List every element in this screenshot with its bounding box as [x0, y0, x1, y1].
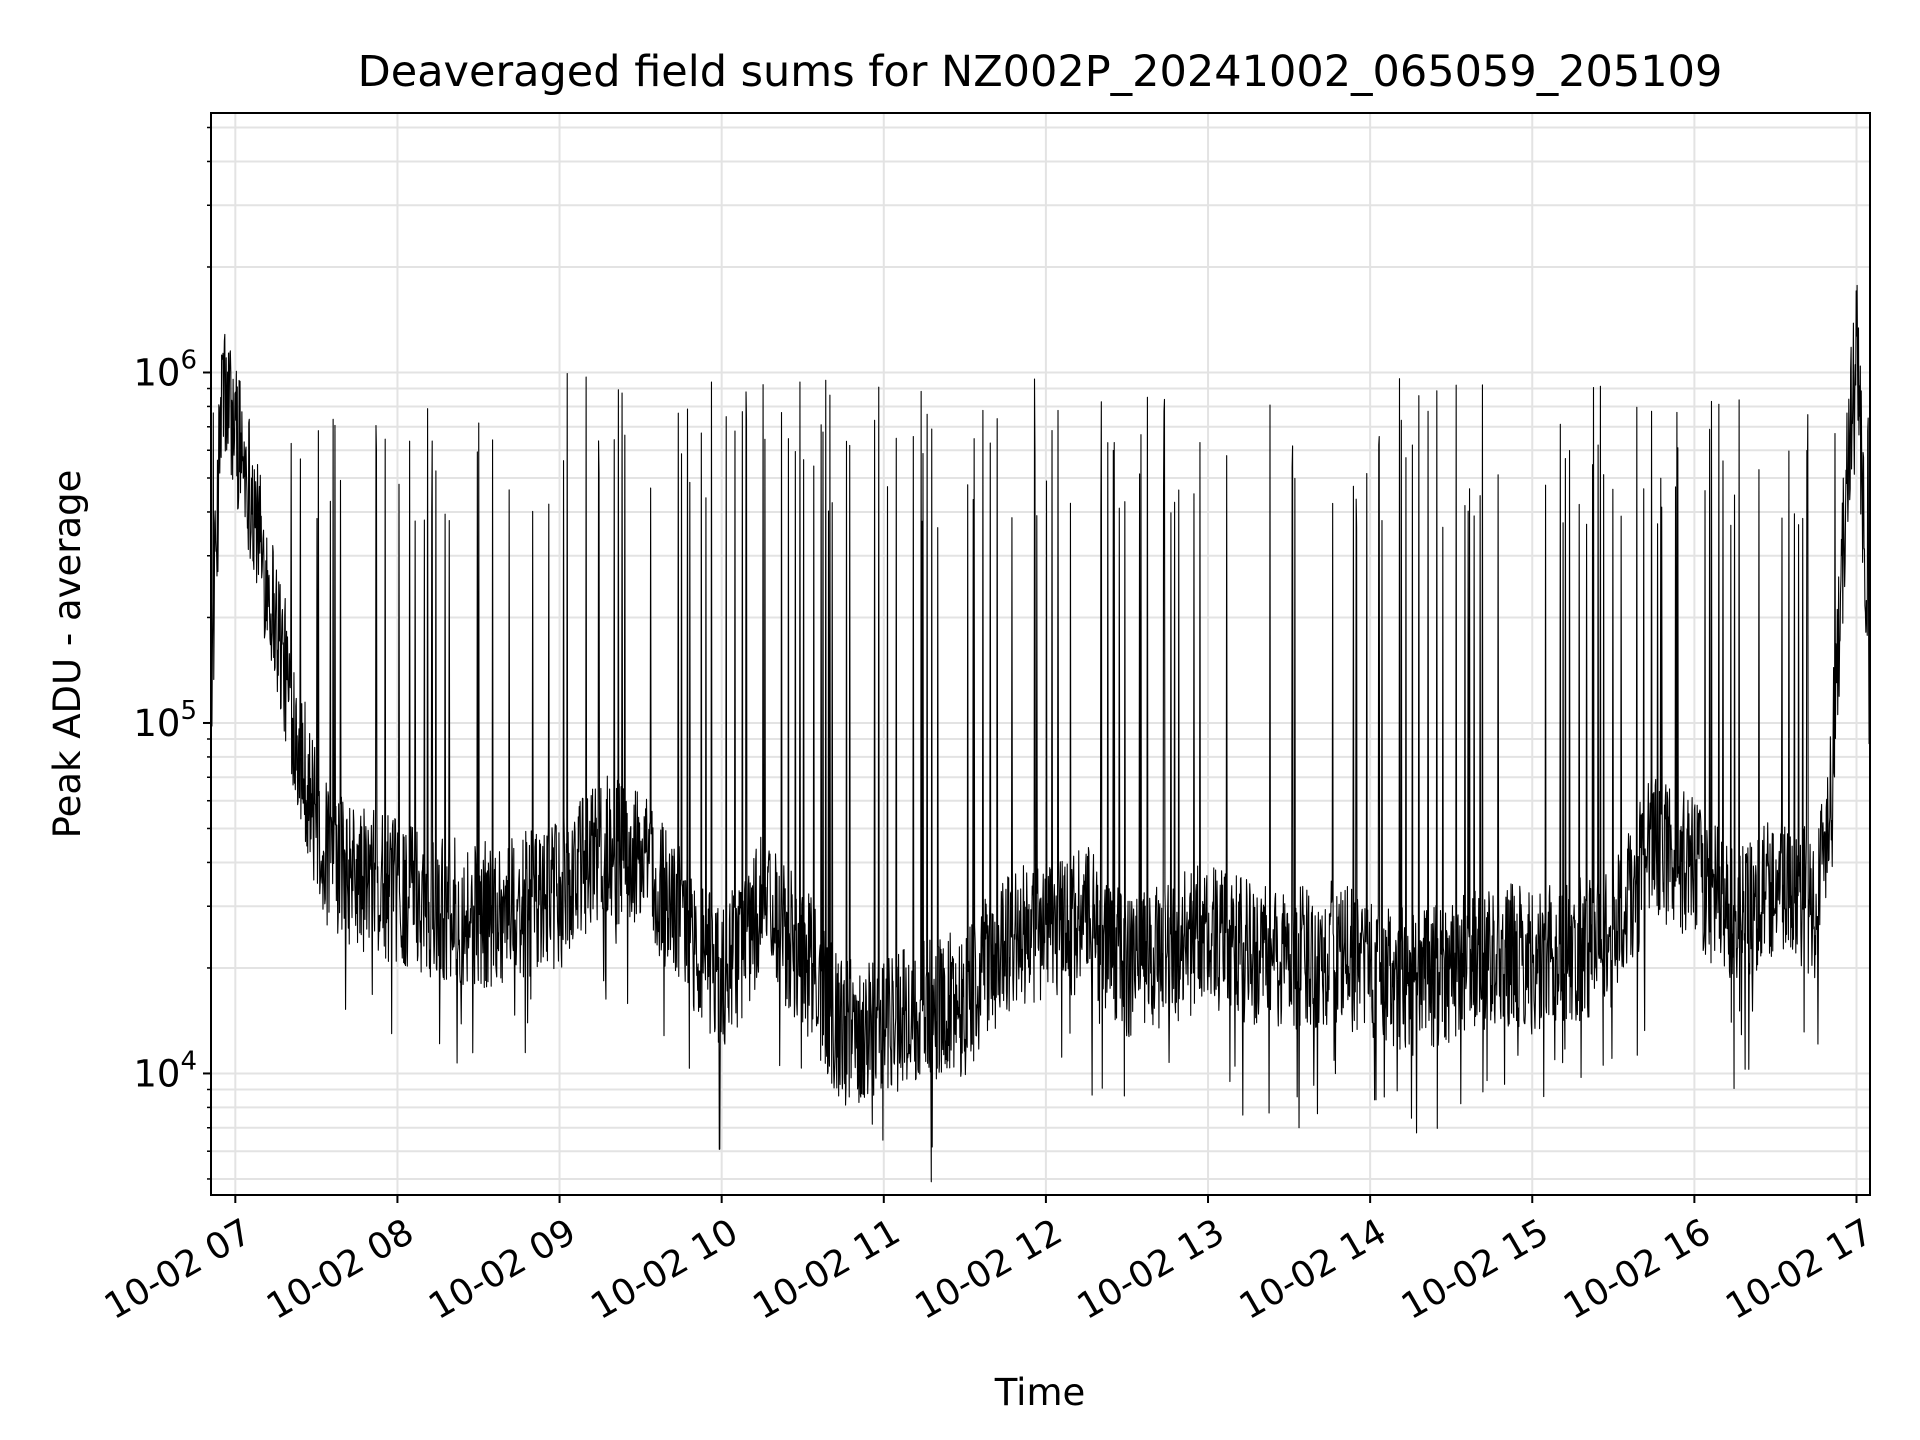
y-tick-exponent: 5 — [180, 696, 197, 726]
y-tick-label: 104 — [133, 1046, 197, 1095]
chart-title: Deaveraged field sums for NZ002P_2024100… — [358, 47, 1723, 97]
x-axis-label: Time — [994, 1371, 1086, 1414]
y-tick-exponent: 6 — [180, 345, 197, 375]
y-axis-label: Peak ADU - average — [46, 470, 89, 839]
y-tick-exponent: 4 — [180, 1046, 197, 1076]
y-tick-label: 106 — [133, 345, 197, 394]
y-tick-base: 10 — [133, 351, 180, 394]
y-tick-base: 10 — [133, 702, 180, 745]
series-line — [210, 284, 1871, 1183]
y-tick-base: 10 — [133, 1052, 180, 1095]
plot-area — [210, 284, 1871, 1183]
axes-frame — [210, 112, 1871, 1196]
y-tick-label: 105 — [133, 696, 197, 745]
